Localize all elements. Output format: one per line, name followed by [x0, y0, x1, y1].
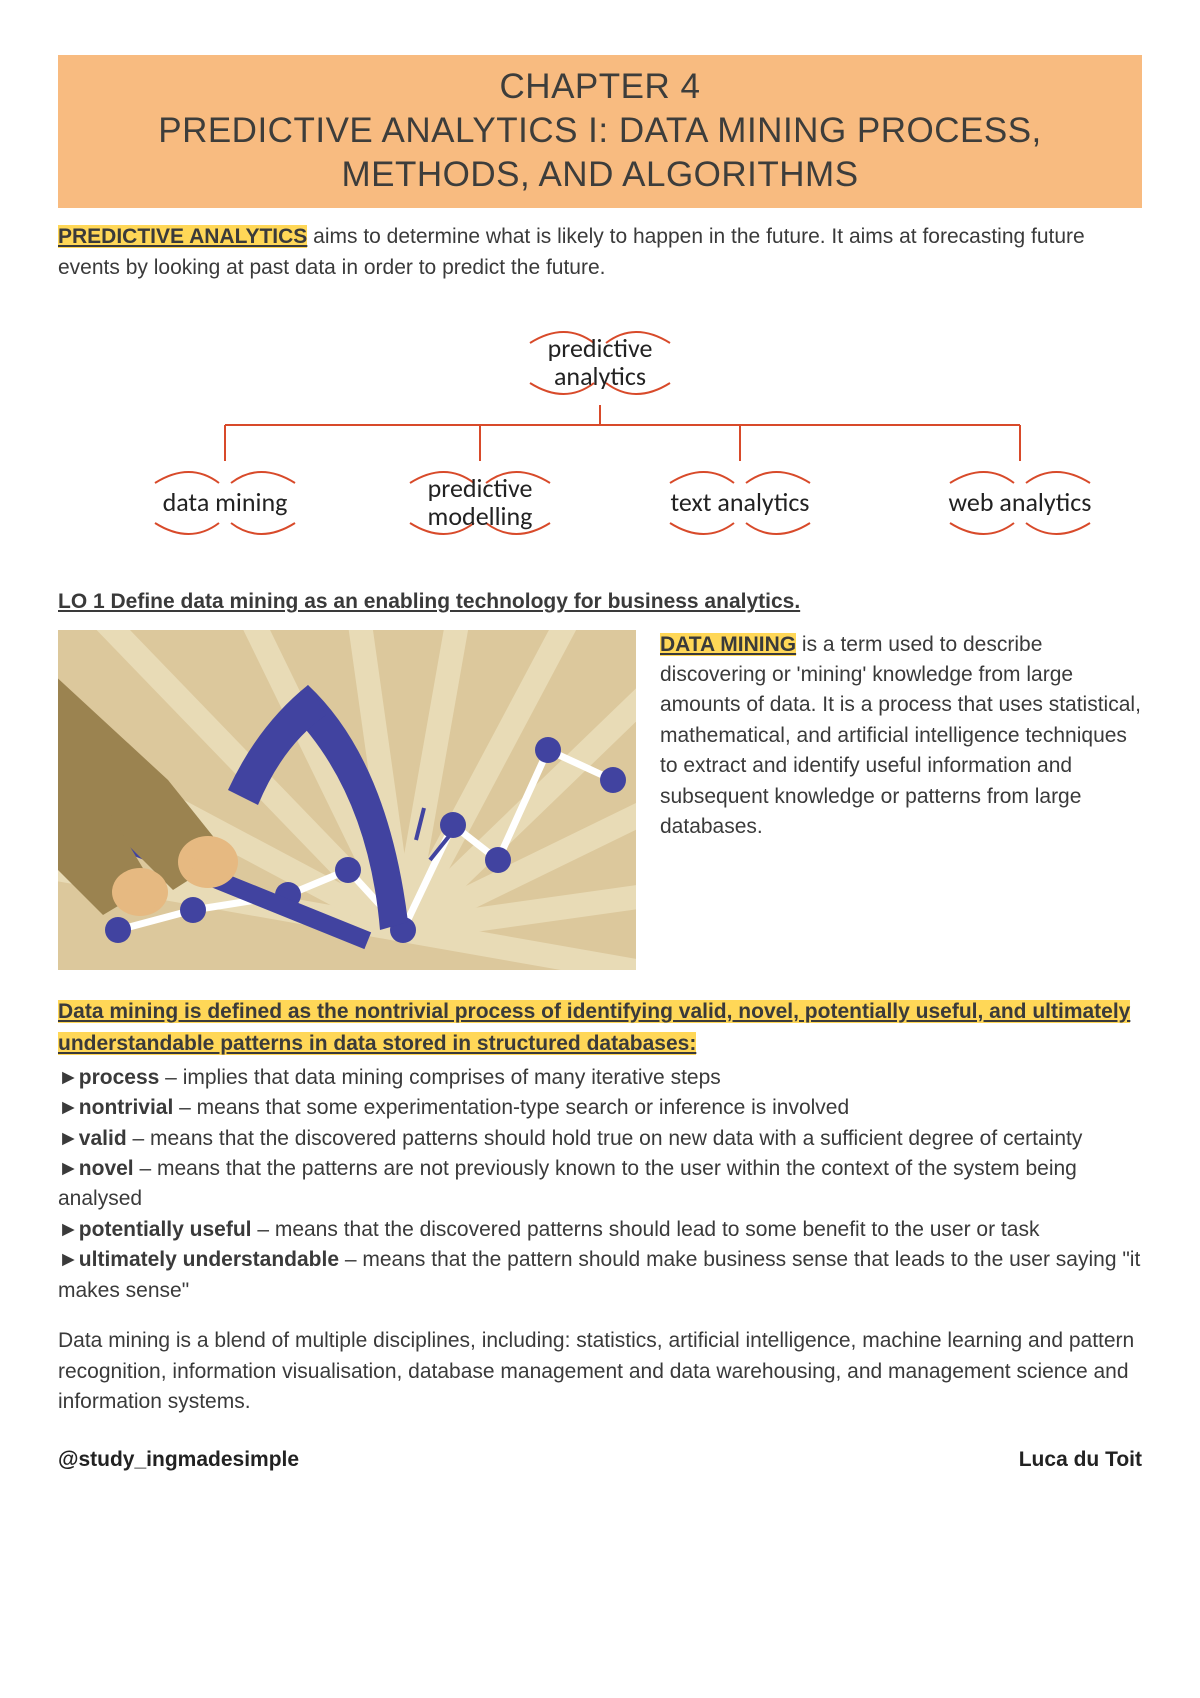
footer-handle: @study_ingmadesimple — [58, 1445, 299, 1475]
predictive-analytics-tree: predictiveanalyticsdata miningpredictive… — [58, 301, 1142, 571]
svg-text:data mining: data mining — [163, 486, 288, 518]
intro-paragraph: PREDICTIVE ANALYTICS aims to determine w… — [58, 222, 1142, 283]
definition-bullet: ►process – implies that data mining comp… — [58, 1063, 1142, 1093]
svg-text:web analytics: web analytics — [949, 486, 1092, 518]
page-footer: @study_ingmadesimple Luca du Toit — [58, 1445, 1142, 1475]
data-mining-text: is a term used to describe discovering o… — [660, 633, 1141, 839]
footer-author: Luca du Toit — [1019, 1445, 1142, 1475]
chapter-title: CHAPTER 4 PREDICTIVE ANALYTICS I: DATA M… — [58, 55, 1142, 208]
data-mining-paragraph: DATA MINING is a term used to describe d… — [660, 630, 1142, 843]
definition-bullet: ►nontrivial – means that some experiment… — [58, 1093, 1142, 1123]
definition-bullet: ►novel – means that the patterns are not… — [58, 1154, 1142, 1215]
definition-heading-wrap: Data mining is defined as the nontrivial… — [58, 996, 1142, 1061]
lo1-heading: LO 1 Define data mining as an enabling t… — [58, 587, 1142, 617]
data-mining-illustration — [58, 630, 636, 970]
svg-text:modelling: modelling — [428, 500, 533, 532]
definition-bullet: ►potentially useful – means that the dis… — [58, 1215, 1142, 1245]
chapter-title-line2: PREDICTIVE ANALYTICS I: DATA MINING PROC… — [72, 109, 1128, 197]
svg-text:analytics: analytics — [554, 360, 646, 392]
definition-bullet: ►ultimately understandable – means that … — [58, 1245, 1142, 1306]
closing-paragraph: Data mining is a blend of multiple disci… — [58, 1326, 1142, 1417]
definition-heading: Data mining is defined as the nontrivial… — [58, 1000, 1130, 1056]
definition-bullets: ►process – implies that data mining comp… — [58, 1063, 1142, 1307]
data-mining-term: DATA MINING — [660, 633, 796, 656]
definition-bullet: ►valid – means that the discovered patte… — [58, 1124, 1142, 1154]
intro-term: PREDICTIVE ANALYTICS — [58, 225, 307, 248]
svg-text:text analytics: text analytics — [671, 486, 810, 518]
chapter-title-line1: CHAPTER 4 — [72, 65, 1128, 109]
data-mining-section: DATA MINING is a term used to describe d… — [58, 630, 1142, 970]
definition-block: Data mining is defined as the nontrivial… — [58, 996, 1142, 1307]
